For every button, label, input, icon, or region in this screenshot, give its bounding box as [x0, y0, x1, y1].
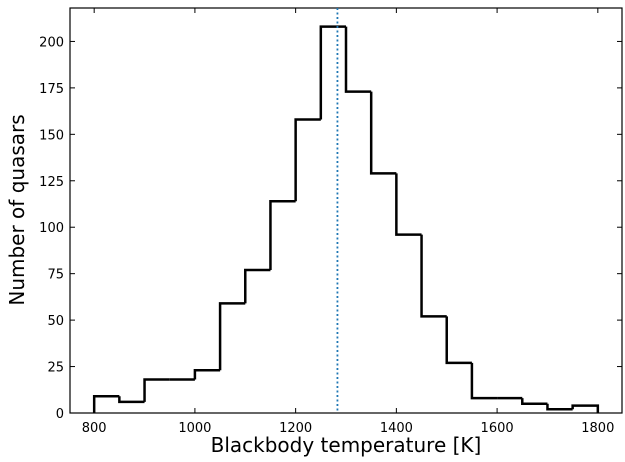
y-tick-label: 100 — [39, 221, 64, 236]
histogram-step — [193, 369, 221, 380]
histogram-step — [269, 199, 296, 270]
y-tick-label: 50 — [47, 314, 64, 329]
x-tick-label: 1800 — [581, 421, 614, 436]
x-tick-label: 800 — [82, 421, 107, 436]
x-tick-label: 1600 — [481, 421, 514, 436]
y-tick-label: 0 — [56, 407, 64, 422]
histogram-step — [118, 396, 145, 404]
histogram-step — [294, 118, 321, 202]
histogram-step — [344, 26, 372, 93]
histogram-step — [470, 362, 498, 400]
histogram-step — [445, 316, 472, 365]
y-tick-label: 175 — [39, 82, 64, 97]
y-tick-label: 125 — [39, 175, 64, 190]
x-tick-label: 1200 — [279, 421, 312, 436]
y-tick-label: 25 — [47, 361, 64, 376]
x-tick-label: 1400 — [380, 421, 413, 436]
x-axis-label: Blackbody temperature [K] — [211, 433, 482, 457]
x-tick-label: 1000 — [178, 421, 211, 436]
y-tick-label: 75 — [47, 268, 64, 283]
histogram-step — [319, 25, 346, 120]
histogram-step — [521, 398, 548, 405]
histogram-step — [420, 234, 447, 318]
histogram-step — [369, 91, 397, 175]
y-tick-label: 150 — [39, 128, 64, 143]
y-tick-label: 200 — [39, 35, 64, 50]
histogram-step — [244, 268, 271, 304]
histogram-step — [571, 404, 600, 413]
histogram-step — [546, 403, 573, 411]
plot-frame — [69, 7, 623, 414]
histogram-step — [395, 173, 422, 236]
histogram-step — [92, 395, 120, 413]
histogram-step — [143, 378, 170, 402]
histogram-step — [218, 302, 246, 371]
y-axis-label: Number of quasars — [5, 114, 29, 305]
